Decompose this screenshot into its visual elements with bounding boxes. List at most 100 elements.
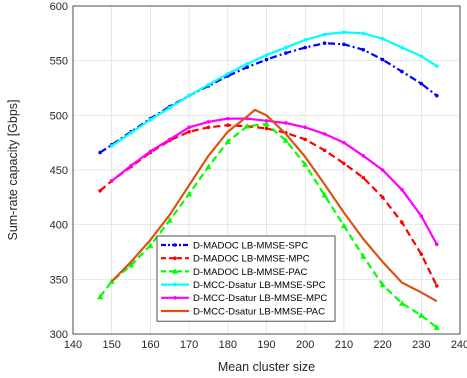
data-point (361, 31, 366, 36)
legend-entry: D-MCC-Dsatur LB-MMSE-PAC (161, 306, 325, 317)
x-tick-label: 200 (296, 339, 314, 351)
data-point (206, 125, 211, 130)
data-point (418, 312, 425, 318)
legend-label: D-MCC-Dsatur LB-MMSE-MPC (193, 293, 327, 304)
data-point (186, 190, 193, 197)
data-point (147, 242, 154, 248)
x-tick-label: 220 (373, 339, 391, 351)
data-point (187, 93, 191, 98)
data-point (303, 137, 308, 142)
legend-entry: D-MCC-Dsatur LB-MMSE-SPC (161, 280, 326, 291)
data-point (380, 37, 385, 41)
data-point (380, 168, 385, 172)
data-point (245, 62, 249, 66)
y-tick-label: 550 (50, 56, 68, 68)
series-5 (109, 116, 439, 247)
data-point (129, 131, 133, 135)
data-point (148, 117, 153, 122)
x-tick-label: 170 (180, 339, 198, 351)
data-point (360, 253, 367, 259)
data-point (205, 163, 212, 170)
data-point (419, 54, 424, 59)
series-markers (109, 116, 439, 247)
data-point (342, 161, 346, 166)
y-axis-label: Sum-rate capacity [Gbps] (6, 99, 20, 240)
legend-label: D-MADOC LB-MMSE-SPC (193, 240, 308, 251)
legend-label: D-MCC-Dsatur LB-MMSE-SPC (193, 280, 326, 291)
x-tick-label: 240 (451, 339, 467, 351)
data-point (419, 81, 424, 86)
data-point (226, 116, 230, 121)
data-point (303, 38, 308, 42)
data-point (342, 42, 346, 47)
legend-box (156, 235, 336, 322)
x-tick-label: 150 (103, 339, 121, 351)
data-point (361, 153, 366, 158)
x-tick-label: 160 (141, 339, 159, 351)
data-point (400, 187, 404, 192)
series-line (110, 108, 438, 303)
data-point (361, 175, 366, 180)
data-point (419, 252, 424, 256)
data-point (173, 296, 177, 300)
data-point (342, 30, 346, 35)
y-tick-label: 300 (50, 329, 68, 341)
data-point (206, 120, 211, 124)
data-point (129, 163, 133, 168)
legend-entry: D-MCC-Dsatur LB-MMSE-MPC (161, 293, 327, 304)
data-point (187, 129, 191, 134)
data-point (109, 144, 114, 148)
series-line (111, 31, 438, 147)
data-point (173, 243, 177, 247)
data-point (172, 268, 178, 274)
data-point (224, 138, 231, 144)
legend: D-MADOC LB-MMSE-SPC D-MADOC LB-MMSE-MPC D-… (156, 235, 336, 322)
x-tick-label: 210 (335, 339, 353, 351)
data-point (434, 242, 439, 247)
y-tick-label: 600 (50, 1, 68, 13)
data-point (173, 256, 177, 261)
data-point (322, 32, 327, 37)
data-point (173, 282, 177, 287)
data-point (282, 137, 289, 143)
plot-frame (72, 5, 461, 335)
data-point (226, 71, 230, 76)
data-point (380, 195, 385, 200)
data-point (148, 149, 153, 154)
data-point (322, 132, 327, 136)
y-tick-label: 350 (50, 274, 68, 286)
data-point (226, 123, 230, 127)
data-point (244, 123, 251, 129)
data-point (109, 179, 114, 183)
data-point (322, 41, 327, 45)
x-tick-label: 140 (64, 339, 82, 351)
data-point (167, 105, 172, 110)
legend-entry: D-MADOC LB-MMSE-PAC (161, 267, 307, 278)
data-point (303, 125, 308, 130)
data-point (400, 45, 404, 50)
data-point (98, 188, 102, 193)
x-tick-label: 190 (257, 339, 275, 351)
data-point (264, 57, 269, 62)
data-point (302, 161, 309, 167)
data-point (167, 137, 172, 142)
data-point (433, 324, 440, 330)
x-tick-label: 230 (412, 339, 430, 351)
series-4 (109, 30, 439, 148)
legend-label: D-MADOC LB-MMSE-MPC (193, 254, 310, 265)
y-tick-label: 500 (50, 110, 68, 122)
data-point (128, 261, 135, 268)
data-point (187, 125, 191, 130)
data-point (434, 284, 439, 288)
data-point (98, 150, 102, 155)
data-point (400, 220, 404, 225)
data-point (379, 281, 386, 288)
data-point (434, 64, 439, 68)
legend-entry: D-MADOC LB-MMSE-MPC (161, 254, 310, 265)
y-tick-label: 450 (50, 165, 68, 177)
data-point (245, 65, 249, 70)
data-point (398, 300, 405, 306)
data-point (361, 47, 366, 52)
